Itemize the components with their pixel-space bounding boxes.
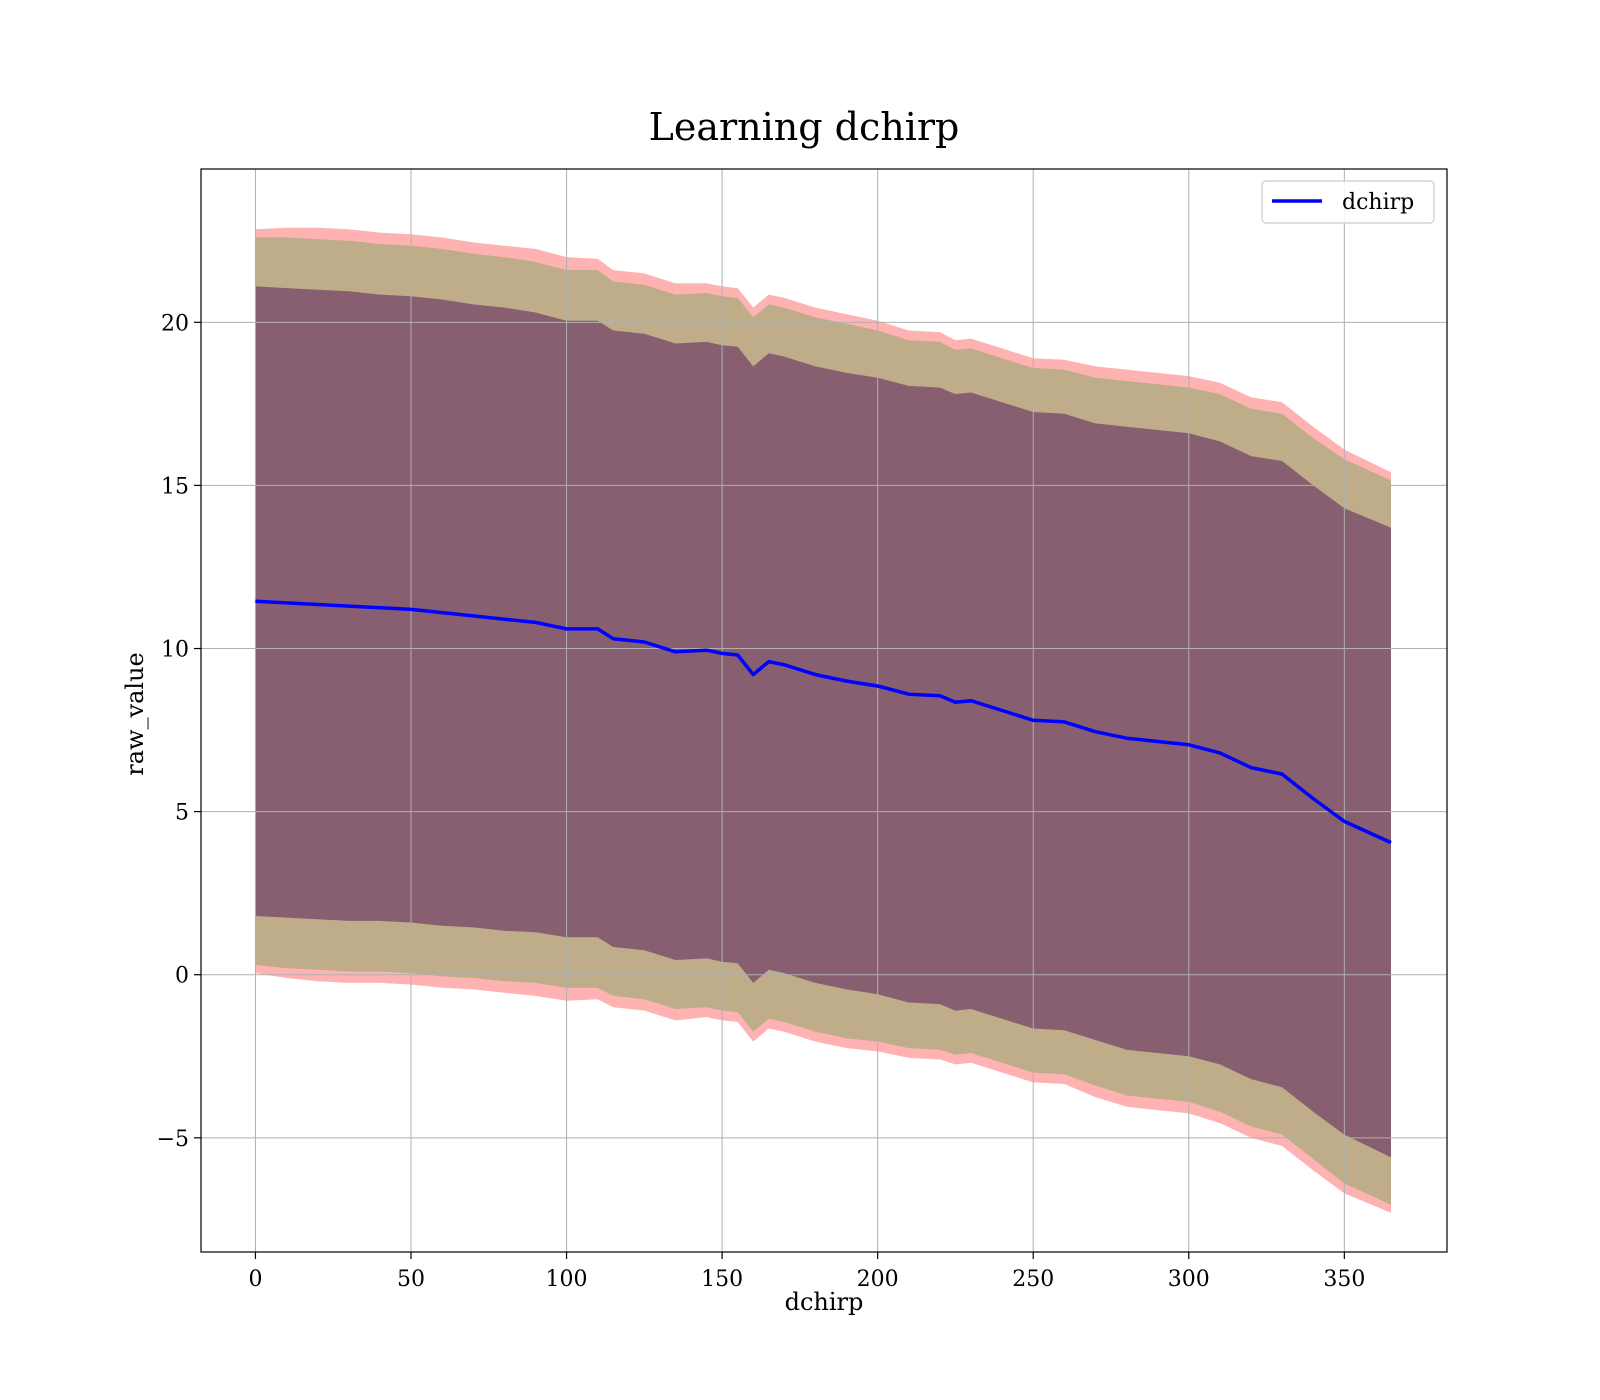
x-tick-label: 350 (1323, 1267, 1365, 1292)
legend: dchirp (1261, 180, 1435, 224)
x-tick-label: 200 (857, 1267, 899, 1292)
x-tick-label: 250 (1012, 1267, 1054, 1292)
x-tick-label: 50 (397, 1267, 425, 1292)
x-axis-label: dchirp (785, 1288, 864, 1316)
grid (201, 169, 1447, 1252)
x-axis-ticks: 0 50 100 150 200 250 300 350 (248, 1252, 1365, 1292)
chart-title: Learning dchirp (649, 105, 960, 149)
band-outer (255, 227, 1391, 1213)
y-axis-label: raw_value (121, 652, 149, 776)
series-lines (255, 599, 1392, 845)
x-tick-label: 0 (248, 1267, 262, 1292)
legend-label: dchirp (1342, 190, 1414, 215)
x-tick-label: 150 (701, 1267, 743, 1292)
plot-area (200, 168, 1448, 1253)
x-tick-label: 300 (1168, 1267, 1210, 1292)
legend-box (1261, 180, 1435, 224)
y-tick-label: 15 (161, 474, 189, 499)
y-tick-label: 0 (175, 964, 189, 989)
band-middle (255, 237, 1391, 1205)
confidence-bands (255, 227, 1391, 1213)
y-tick-label: 5 (175, 801, 189, 826)
y-axis-ticks: −5 0 5 10 15 20 (157, 311, 201, 1152)
y-tick-label: 10 (161, 638, 189, 663)
axes-frame (200, 168, 1448, 1253)
y-tick-label: 20 (161, 311, 189, 336)
series-line-dchirp (255, 599, 1392, 845)
band-inner (255, 286, 1391, 1158)
y-tick-label: −5 (157, 1127, 189, 1152)
x-tick-label: 100 (546, 1267, 588, 1292)
